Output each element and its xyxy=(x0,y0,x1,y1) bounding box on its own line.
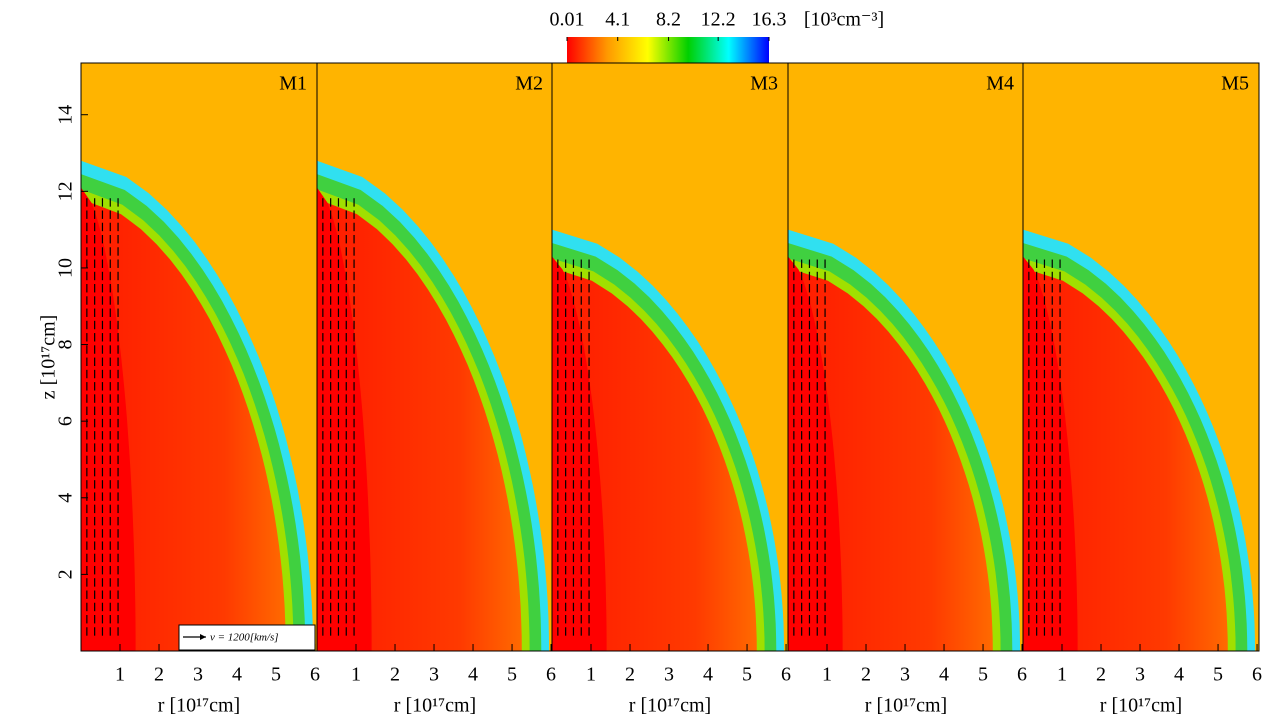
x-tick-label: 6 xyxy=(1017,664,1027,686)
panel: M1 1 2 3 4 5 6 r [10¹⁷cm] xyxy=(80,62,320,717)
panel-title: M1 xyxy=(279,73,307,95)
panel: M4 1 2 3 4 5 6 r [10¹⁷cm] xyxy=(787,62,1027,717)
y-tick-label: 4 xyxy=(55,493,77,503)
x-tick-label: 5 xyxy=(271,664,281,686)
y-tick-label: 10 xyxy=(55,258,77,278)
x-tick-label: 1 xyxy=(1057,664,1067,686)
y-tick-label: 12 xyxy=(55,181,77,201)
panel: M3 1 2 3 4 5 6 r [10¹⁷cm] xyxy=(551,62,791,717)
colorbar-tick-label: 16.3 xyxy=(752,9,787,31)
x-axis-label: r [10¹⁷cm] xyxy=(629,695,711,717)
x-tick-label: 2 xyxy=(625,664,635,686)
x-tick-label: 3 xyxy=(193,664,203,686)
x-tick-label: 6 xyxy=(1252,664,1262,686)
x-tick-label: 3 xyxy=(664,664,674,686)
x-axis-label: r [10¹⁷cm] xyxy=(1100,695,1182,717)
x-tick-label: 4 xyxy=(1174,664,1184,686)
x-tick-label: 4 xyxy=(468,664,478,686)
panel-title: M5 xyxy=(1221,73,1249,95)
x-tick-label: 2 xyxy=(390,664,400,686)
colorbar-tick-label: 4.1 xyxy=(605,9,630,31)
density-region xyxy=(1023,256,1078,651)
y-tick-label: 8 xyxy=(55,340,77,350)
x-tick-label: 6 xyxy=(310,664,320,686)
x-tick-label: 3 xyxy=(900,664,910,686)
x-tick-label: 4 xyxy=(939,664,949,686)
x-tick-label: 2 xyxy=(861,664,871,686)
colorbar xyxy=(567,37,769,63)
y-tick-label: 6 xyxy=(55,416,77,426)
x-tick-label: 3 xyxy=(429,664,439,686)
x-tick-label: 1 xyxy=(115,664,125,686)
x-tick-label: 5 xyxy=(507,664,517,686)
x-tick-label: 5 xyxy=(978,664,988,686)
x-axis-label: r [10¹⁷cm] xyxy=(394,695,476,717)
vector-key-label: v = 1200[km/s] xyxy=(210,632,279,644)
x-tick-label: 5 xyxy=(742,664,752,686)
colorbar-tick-label: 12.2 xyxy=(701,9,736,31)
y-axis-label: z [10¹⁷cm] xyxy=(38,315,60,400)
x-tick-label: 4 xyxy=(703,664,713,686)
colorbar-label: [10³cm⁻³] xyxy=(804,9,884,31)
x-axis-label: r [10¹⁷cm] xyxy=(865,695,947,717)
panel: M2 1 2 3 4 5 6 r [10¹⁷cm] xyxy=(316,62,556,717)
panel: M5 1 2 3 4 5 6 r [10¹⁷cm] xyxy=(1022,62,1262,717)
x-tick-label: 4 xyxy=(232,664,242,686)
panel-title: M2 xyxy=(515,73,543,95)
panel-title: M3 xyxy=(750,73,778,95)
y-tick-label: 2 xyxy=(55,569,77,579)
density-region xyxy=(788,256,843,651)
y-tick-label: 14 xyxy=(55,105,77,125)
x-tick-label: 5 xyxy=(1213,664,1223,686)
x-tick-label: 6 xyxy=(781,664,791,686)
x-tick-label: 1 xyxy=(822,664,832,686)
panel-title: M4 xyxy=(986,73,1014,95)
x-tick-label: 2 xyxy=(154,664,164,686)
x-tick-label: 6 xyxy=(546,664,556,686)
colorbar-tick-label: 8.2 xyxy=(656,9,681,31)
x-tick-label: 3 xyxy=(1135,664,1145,686)
panel-frame xyxy=(1022,62,1260,652)
density-region xyxy=(552,256,607,651)
x-tick-label: 1 xyxy=(351,664,361,686)
x-tick-label: 2 xyxy=(1096,664,1106,686)
colorbar-tick-label: 0.01 xyxy=(550,9,585,31)
vector-key-arrowhead xyxy=(200,634,206,640)
x-axis-label: r [10¹⁷cm] xyxy=(158,695,240,717)
x-tick-label: 1 xyxy=(586,664,596,686)
